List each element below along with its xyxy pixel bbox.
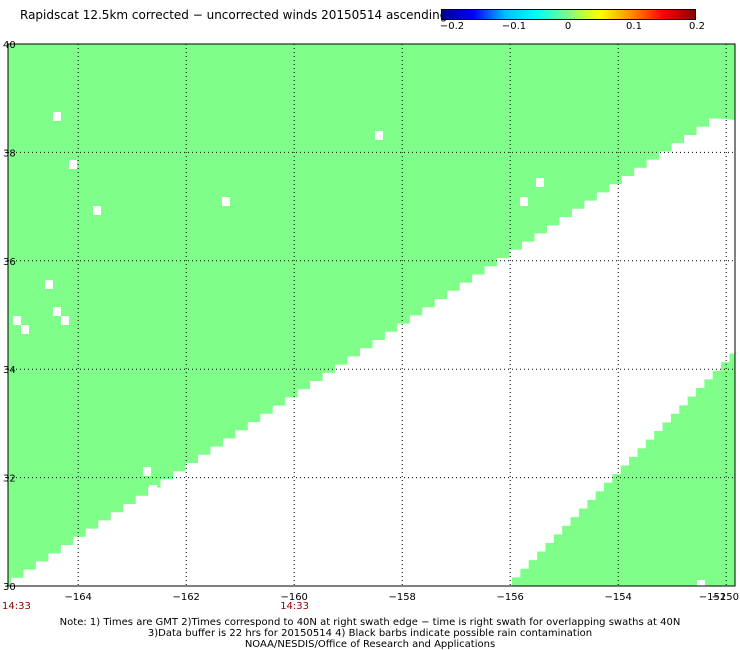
latitude-tick-label: 30 <box>3 582 16 593</box>
data-gap <box>697 580 705 589</box>
longitude-tick-label: −164 <box>64 592 91 603</box>
data-gap <box>53 307 61 316</box>
latitude-tick-label: 32 <box>3 474 16 485</box>
footnote-credit: NOAA/NESDIS/Office of Research and Appli… <box>244 639 496 650</box>
latitude-tick-label: 36 <box>3 257 16 268</box>
swath-right <box>512 352 738 586</box>
axis-labels: −164 −162 −160 −158 −156 −154 −152−150 40 38 36 34… <box>2 40 739 612</box>
latitude-tick-label: 40 <box>3 40 16 51</box>
longitude-tick-label: −150 <box>712 592 739 603</box>
footnote-line-2: 3)Data buffer is 22 hrs for 20150514 4) … <box>147 628 593 639</box>
data-gap <box>93 206 101 215</box>
data-gap <box>21 325 29 334</box>
data-gap <box>222 197 230 206</box>
colorbar-tick-label: −0.1 <box>501 21 527 32</box>
data-gap <box>61 316 69 325</box>
longitude-tick-label: −162 <box>172 592 199 603</box>
latitude-tick-label: 38 <box>3 148 16 159</box>
swath-layer <box>8 44 738 589</box>
longitude-tick-label: −152 <box>699 592 726 603</box>
map-frame <box>7 43 736 587</box>
longitude-tick-label: −154 <box>604 592 631 603</box>
data-gap <box>45 280 53 289</box>
latitude-tick-label: 34 <box>3 365 16 376</box>
color-scale-bar <box>441 9 696 20</box>
swath-time-label: 14:33 <box>280 601 309 612</box>
data-gap <box>520 197 528 206</box>
map-title: Rapidscat 12.5km corrected − uncorrected… <box>20 8 448 22</box>
data-gap <box>69 160 77 169</box>
data-gap <box>149 485 157 494</box>
swath-time-label: 14:33 <box>2 601 31 612</box>
data-gap <box>143 467 151 476</box>
longitude-tick-label: −156 <box>496 592 523 603</box>
longitude-tick-label: −160 <box>280 592 307 603</box>
colorbar-tick-label: −0.2 <box>439 21 465 32</box>
footnote-line-1: Note: 1) Times are GMT 2)Times correspon… <box>59 617 681 628</box>
longitude-tick-label: −158 <box>388 592 415 603</box>
data-gap <box>13 316 21 325</box>
swath-left <box>8 44 735 586</box>
data-gap <box>536 178 544 187</box>
colorbar-tick-label: 0.2 <box>689 21 705 32</box>
data-gap <box>375 131 383 140</box>
data-gap <box>53 112 61 121</box>
colorbar-tick-label: 0.1 <box>626 21 642 32</box>
colorbar-tick-label: 0 <box>564 21 572 32</box>
